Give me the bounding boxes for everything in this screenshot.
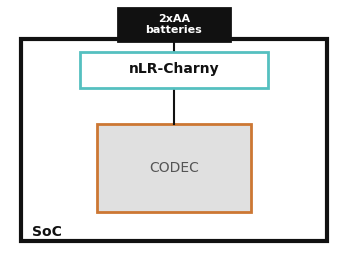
Text: CODEC: CODEC xyxy=(149,161,199,175)
Text: 2xAA
batteries: 2xAA batteries xyxy=(145,14,203,35)
FancyBboxPatch shape xyxy=(118,8,230,41)
FancyBboxPatch shape xyxy=(21,39,327,241)
Text: SoC: SoC xyxy=(32,225,62,239)
FancyBboxPatch shape xyxy=(80,52,268,88)
FancyBboxPatch shape xyxy=(97,124,251,212)
Text: nLR-Charny: nLR-Charny xyxy=(129,62,219,76)
